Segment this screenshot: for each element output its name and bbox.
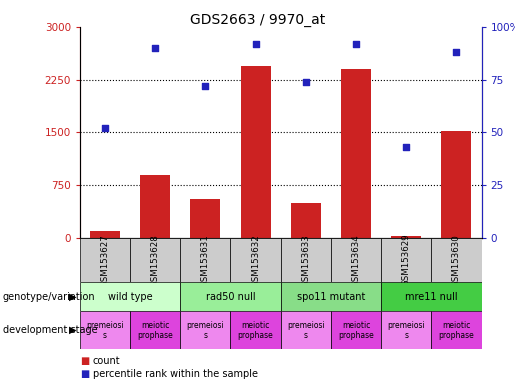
Text: ▶: ▶ — [68, 325, 76, 335]
Bar — [281, 282, 381, 311]
Point — [151, 45, 159, 51]
Text: premeiosi
s: premeiosi s — [287, 321, 324, 340]
Bar — [180, 282, 281, 311]
Bar — [241, 66, 271, 238]
Text: wild type: wild type — [108, 291, 152, 302]
Bar — [441, 131, 472, 238]
Bar — [290, 203, 321, 238]
Bar — [381, 238, 431, 282]
Text: GSM153627: GSM153627 — [100, 234, 109, 286]
Bar — [381, 282, 482, 311]
Point — [201, 83, 210, 89]
Text: GSM153631: GSM153631 — [201, 234, 210, 286]
Bar — [90, 231, 120, 238]
Text: mre11 null: mre11 null — [405, 291, 458, 302]
Point — [302, 79, 310, 85]
Text: GSM153632: GSM153632 — [251, 234, 260, 286]
Text: genotype/variation: genotype/variation — [3, 291, 95, 302]
Bar — [191, 199, 220, 238]
Text: premeiosi
s: premeiosi s — [387, 321, 425, 340]
Text: GSM153630: GSM153630 — [452, 234, 461, 286]
Bar — [281, 311, 331, 349]
Bar — [80, 282, 180, 311]
Text: ■: ■ — [80, 356, 89, 366]
Bar — [331, 238, 381, 282]
Text: meiotic
prophase: meiotic prophase — [338, 321, 374, 340]
Text: development stage: development stage — [3, 325, 97, 335]
Bar — [432, 311, 482, 349]
Text: spo11 mutant: spo11 mutant — [297, 291, 365, 302]
Bar — [281, 238, 331, 282]
Text: GSM153633: GSM153633 — [301, 234, 310, 286]
Text: rad50 null: rad50 null — [205, 291, 255, 302]
Bar — [180, 311, 231, 349]
Bar — [231, 311, 281, 349]
Bar — [231, 238, 281, 282]
Bar — [180, 238, 231, 282]
Text: count: count — [93, 356, 121, 366]
Point — [452, 49, 460, 55]
Bar — [341, 69, 371, 238]
Bar — [130, 238, 180, 282]
Text: meiotic
prophase: meiotic prophase — [439, 321, 474, 340]
Bar — [331, 311, 381, 349]
Text: percentile rank within the sample: percentile rank within the sample — [93, 369, 258, 379]
Text: GSM153629: GSM153629 — [402, 234, 410, 286]
Text: GSM153634: GSM153634 — [352, 234, 360, 286]
Bar — [140, 175, 170, 238]
Bar — [391, 236, 421, 238]
Text: meiotic
prophase: meiotic prophase — [138, 321, 173, 340]
Bar — [432, 238, 482, 282]
Text: GSM153628: GSM153628 — [151, 234, 160, 286]
Text: GDS2663 / 9970_at: GDS2663 / 9970_at — [190, 13, 325, 27]
Point — [352, 41, 360, 47]
Text: premeiosi
s: premeiosi s — [186, 321, 224, 340]
Bar — [381, 311, 431, 349]
Point — [101, 125, 109, 131]
Text: ■: ■ — [80, 369, 89, 379]
Text: premeiosi
s: premeiosi s — [86, 321, 124, 340]
Bar — [130, 311, 180, 349]
Text: meiotic
prophase: meiotic prophase — [238, 321, 273, 340]
Point — [402, 144, 410, 150]
Point — [251, 41, 260, 47]
Text: ▶: ▶ — [68, 291, 76, 302]
Bar — [80, 311, 130, 349]
Bar — [80, 238, 130, 282]
